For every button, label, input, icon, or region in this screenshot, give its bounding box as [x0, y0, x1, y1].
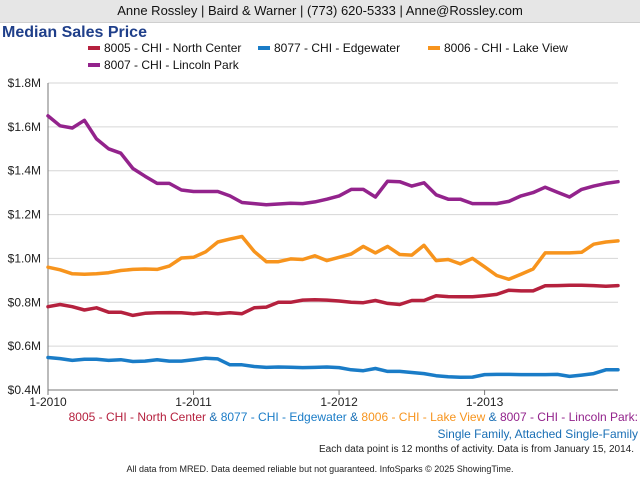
- y-tick-label: $1.6M: [8, 120, 41, 134]
- caption-series-name: 8007 - CHI - Lincoln Park:: [499, 410, 638, 424]
- caption-ampersand: &: [485, 410, 500, 424]
- caption-ampersand: &: [206, 410, 221, 424]
- axes: $0.4M $0.6M $0.8M $1.0M $1.2M $1.4M $1.6M $1.8M…: [8, 76, 618, 409]
- y-tick-label: $1.0M: [8, 251, 41, 265]
- copyright-note: All data from MRED. Data deemed reliable…: [126, 464, 514, 474]
- series-line: [46, 355, 620, 380]
- header-contact-text: Anne Rossley | Baird & Warner | (773) 62…: [117, 3, 523, 18]
- series-line: [46, 234, 620, 282]
- x-tick-label: 1-2010: [29, 395, 67, 409]
- series-lines: [46, 114, 620, 380]
- legend: 8005 - CHI - North Center 8077 - CHI - Ed…: [88, 41, 568, 72]
- y-tick-label: $0.6M: [8, 339, 41, 353]
- caption-series-name: 8077 - CHI - Edgewater: [220, 410, 347, 424]
- y-tick-label: $1.2M: [8, 208, 41, 222]
- y-tick-label: $0.4M: [8, 383, 41, 397]
- activity-note: Each data point is 12 months of activity…: [319, 444, 634, 455]
- chart-caption-series: 8005 - CHI - North Center & 8077 - CHI -…: [69, 410, 638, 424]
- legend-label: 8005 - CHI - North Center: [104, 41, 241, 55]
- series-line: [46, 283, 620, 318]
- y-tick-label: $0.8M: [8, 295, 41, 309]
- x-tick-label: 1-2011: [175, 395, 212, 409]
- legend-label: 8007 - CHI - Lincoln Park: [104, 58, 240, 72]
- y-tick-label: $1.8M: [8, 76, 41, 90]
- header-bar: Anne Rossley | Baird & Warner | (773) 62…: [0, 0, 640, 23]
- series-line: [46, 114, 620, 207]
- chart-caption-property-types: Single Family, Attached Single-Family: [437, 427, 638, 441]
- gridlines: [48, 82, 618, 347]
- caption-series-name: 8006 - CHI - Lake View: [361, 410, 486, 424]
- caption-series-name: 8005 - CHI - North Center: [68, 410, 207, 424]
- chart-title: Median Sales Price: [2, 24, 147, 41]
- legend-label: 8077 - CHI - Edgewater: [274, 41, 400, 55]
- caption-ampersand: &: [346, 410, 362, 424]
- legend-label: 8006 - CHI - Lake View: [444, 41, 568, 55]
- x-tick-label: 1-2013: [466, 395, 504, 409]
- x-tick-label: 1-2012: [320, 395, 358, 409]
- y-tick-label: $1.4M: [8, 164, 41, 178]
